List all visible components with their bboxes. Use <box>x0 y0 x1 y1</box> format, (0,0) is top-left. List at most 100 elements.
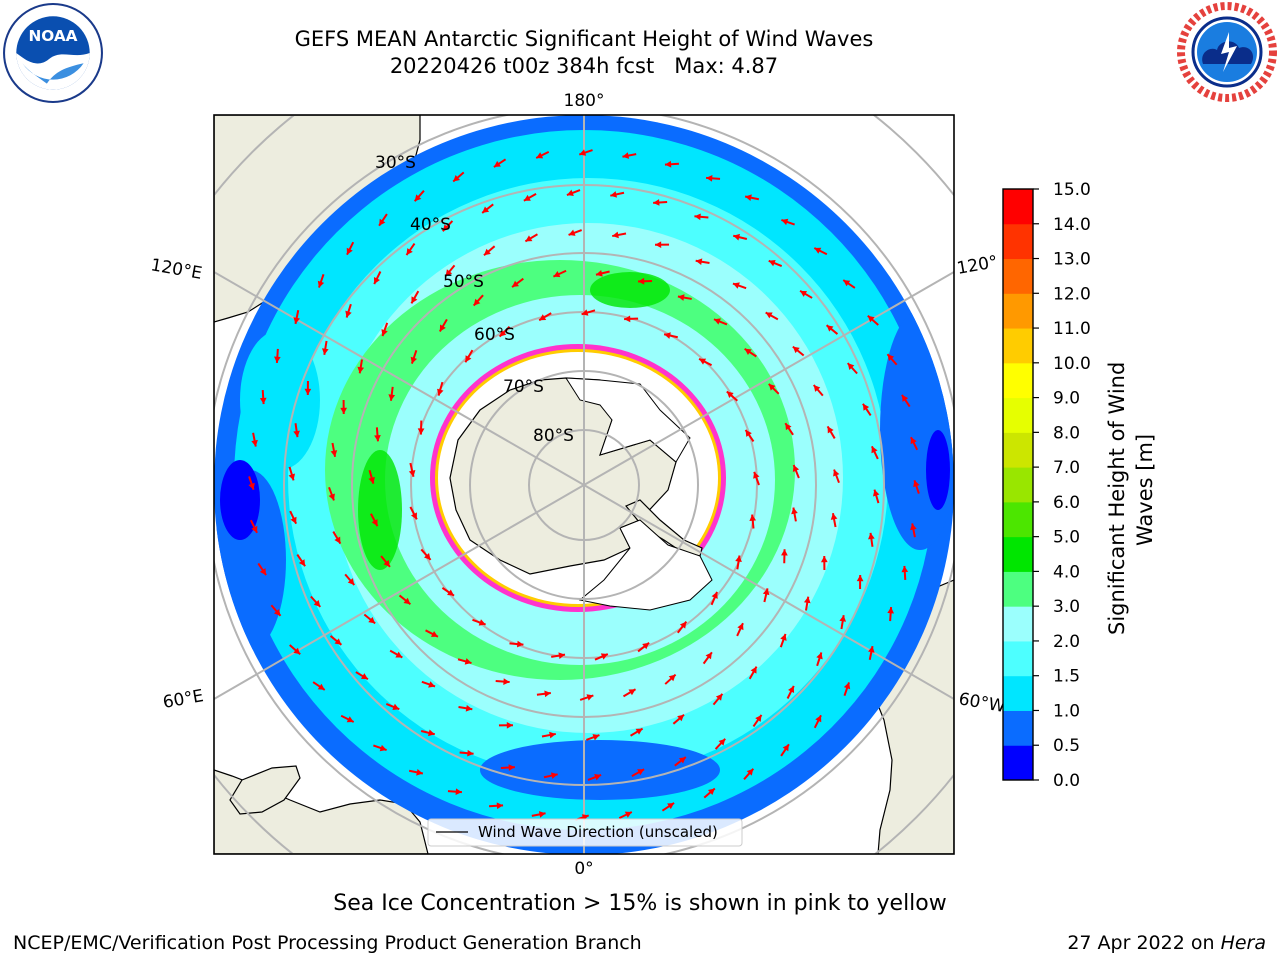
colorbar-tick-label: 9.0 <box>1053 389 1080 409</box>
wave-arrow-head <box>259 568 267 576</box>
wave-arrow-head <box>388 394 396 401</box>
wave-arrow-head <box>313 600 321 607</box>
wave-arrow-head <box>357 366 365 374</box>
colorbar-segment <box>1003 293 1033 329</box>
wave-arrow-head <box>737 623 744 631</box>
wave-arrow-head <box>549 731 556 739</box>
wave-arrow-head <box>373 277 380 285</box>
colorbar-segment <box>1003 432 1033 468</box>
wave-arrow-head <box>843 682 851 690</box>
colorbar-segment <box>1003 745 1033 781</box>
wave-arrow-head <box>901 394 909 402</box>
colorbar-segment <box>1003 362 1033 399</box>
colorbar-tick-label: 14.0 <box>1053 215 1091 235</box>
wave-arrow-head <box>862 403 870 411</box>
lon-label-60w: 60°W <box>957 689 1007 717</box>
colorbar-segment <box>1003 328 1033 364</box>
colorbar-segment <box>1003 571 1033 607</box>
wave-arrow-head <box>317 683 325 690</box>
wave-arrow-head <box>768 259 776 267</box>
wave-arrow-head <box>642 642 650 650</box>
wave-arrow-head <box>383 559 390 567</box>
wave-arrow-head <box>814 247 822 254</box>
wave-arrow-head <box>713 318 721 325</box>
wave-arrow-head <box>872 489 880 497</box>
sea-ice-note: Sea Ice Concentration > 15% is shown in … <box>333 891 947 916</box>
wave-arrow-head <box>553 270 561 278</box>
colorbar-segment <box>1003 501 1033 538</box>
wave-arrow-head <box>746 768 754 776</box>
wave-arrow-head <box>592 734 600 741</box>
wave-arrow-head <box>664 160 672 168</box>
colorbar-tick-label: 3.0 <box>1053 597 1080 617</box>
wave-arrow-head <box>612 231 619 239</box>
wave-arrow-head <box>368 476 375 484</box>
graticule <box>214 115 954 854</box>
wave-arrow-head <box>259 397 267 405</box>
wave-arrow-head <box>595 270 603 277</box>
wave-arrow-head <box>544 690 551 698</box>
wave-arrow-head <box>467 749 474 757</box>
wave-arrow-head <box>813 384 821 392</box>
wave-arrow-head <box>781 549 788 556</box>
colorbar-tick-label: 7.0 <box>1053 458 1080 478</box>
wave-arrow-head <box>464 658 472 665</box>
colorbar-tick-label: 15.0 <box>1053 180 1091 200</box>
lon-label-120e: 120°E <box>149 255 203 284</box>
colorbar-tick-label: 13.0 <box>1053 250 1091 270</box>
lat-label-50s: 50°S <box>443 272 484 292</box>
wave-arrow-head <box>706 174 713 182</box>
host-name: Hera <box>1220 932 1266 954</box>
wave-arrow-head <box>910 523 917 531</box>
wave-arrow-head <box>792 346 800 354</box>
wave-arrow-head <box>694 213 701 221</box>
wave-arrow-head <box>745 194 752 201</box>
wave-arrow-head <box>637 769 645 776</box>
wave-arrow-head <box>699 358 707 365</box>
wave-arrow-head <box>334 638 342 645</box>
wave-arrow-head <box>493 160 501 168</box>
wave-arrow-head <box>248 482 255 490</box>
wave-arrow-head <box>750 666 757 674</box>
wave-arrow-head <box>298 559 306 567</box>
colorbar-label-line2: Waves [m] <box>1133 434 1157 546</box>
wave-arrow-head <box>381 329 388 337</box>
wave-arrow-head <box>340 407 348 414</box>
noaa-logo-text: NOAA <box>28 27 77 45</box>
colorbar-tick-label: 10.0 <box>1053 354 1091 374</box>
wave-arrow-head <box>667 802 675 810</box>
wave-arrow-head <box>711 591 718 599</box>
wave-arrow-head <box>473 298 481 306</box>
wave-arrow-head <box>887 354 895 362</box>
wave-arrow-head <box>843 280 851 287</box>
wave-arrow-head <box>424 553 431 560</box>
noaa-logo-icon: NOAA <box>3 3 103 103</box>
lat-label-80s: 80°S <box>533 426 574 446</box>
wave-arrow-head <box>792 464 800 472</box>
wave-arrow-head <box>374 434 381 442</box>
wave-arrow-head <box>465 704 473 712</box>
wave-arrow-head <box>839 615 847 622</box>
lat-label-70s: 70°S <box>503 377 544 397</box>
colorbar-segment <box>1003 640 1033 677</box>
colorbar-segment <box>1003 675 1033 711</box>
wave-arrow-head <box>478 619 486 626</box>
colorbar-tick-label: 6.0 <box>1053 493 1080 513</box>
wave-arrow-head <box>579 149 587 156</box>
colorbar: 0.0 0.5 1.0 1.5 2.0 3.0 4.0 5.0 6.0 7.0 8.0 9.0 10.0… <box>1002 180 1091 791</box>
wave-arrow-head <box>762 588 770 596</box>
wave-arrow-head <box>705 652 712 660</box>
wave-arrow-head <box>586 694 594 701</box>
wave-arrow-head <box>677 294 685 301</box>
wave-arrow-head <box>581 309 589 316</box>
wave-arrow-head <box>483 248 491 256</box>
wave-arrow-head <box>453 174 461 182</box>
wave-arrow-head <box>868 532 875 540</box>
wind-wave-arrows <box>248 149 920 821</box>
wave-arrow-head <box>820 556 828 563</box>
wave-arrow-head <box>847 363 855 370</box>
wave-arrow-head <box>508 764 515 771</box>
wave-arrow-head <box>668 674 676 682</box>
lon-label-120w: 120° <box>955 252 999 279</box>
wave-arrow-head <box>664 332 671 339</box>
